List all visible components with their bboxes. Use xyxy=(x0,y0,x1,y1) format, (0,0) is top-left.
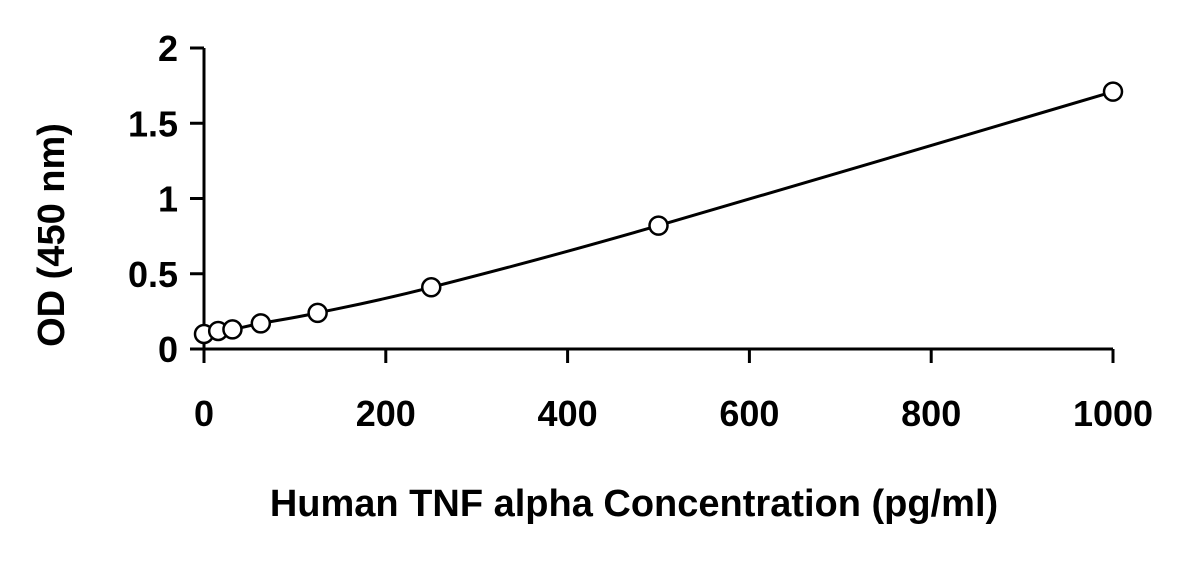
x-axis-title: Human TNF alpha Concentration (pg/ml) xyxy=(270,483,998,525)
y-tick-label: 0.5 xyxy=(128,254,178,295)
axes xyxy=(202,48,1113,351)
y-tick-label: 2 xyxy=(158,28,178,69)
y-tick-label: 1.5 xyxy=(128,103,178,144)
data-point xyxy=(250,313,272,334)
plot-area xyxy=(193,81,1124,345)
y-tick-label: 0 xyxy=(158,329,178,370)
y-axis-ticks: 0 0.5 1 1.5 2 xyxy=(128,28,204,370)
data-point xyxy=(222,319,243,340)
y-axis-title: OD (450 nm) xyxy=(31,123,73,347)
x-tick-label: 400 xyxy=(538,393,598,434)
x-axis-ticks: 0 200 400 600 800 1000 xyxy=(194,349,1153,434)
x-tick-label: 800 xyxy=(901,393,961,434)
data-point xyxy=(1102,81,1124,102)
data-point xyxy=(421,277,442,298)
y-tick-label: 1 xyxy=(158,179,178,220)
data-point xyxy=(648,215,669,236)
x-tick-label: 600 xyxy=(719,393,779,434)
x-tick-label: 200 xyxy=(356,393,416,434)
x-tick-label: 1000 xyxy=(1073,393,1153,434)
x-tick-label: 0 xyxy=(194,393,214,434)
fit-curve xyxy=(203,90,1114,336)
data-point xyxy=(307,302,328,324)
